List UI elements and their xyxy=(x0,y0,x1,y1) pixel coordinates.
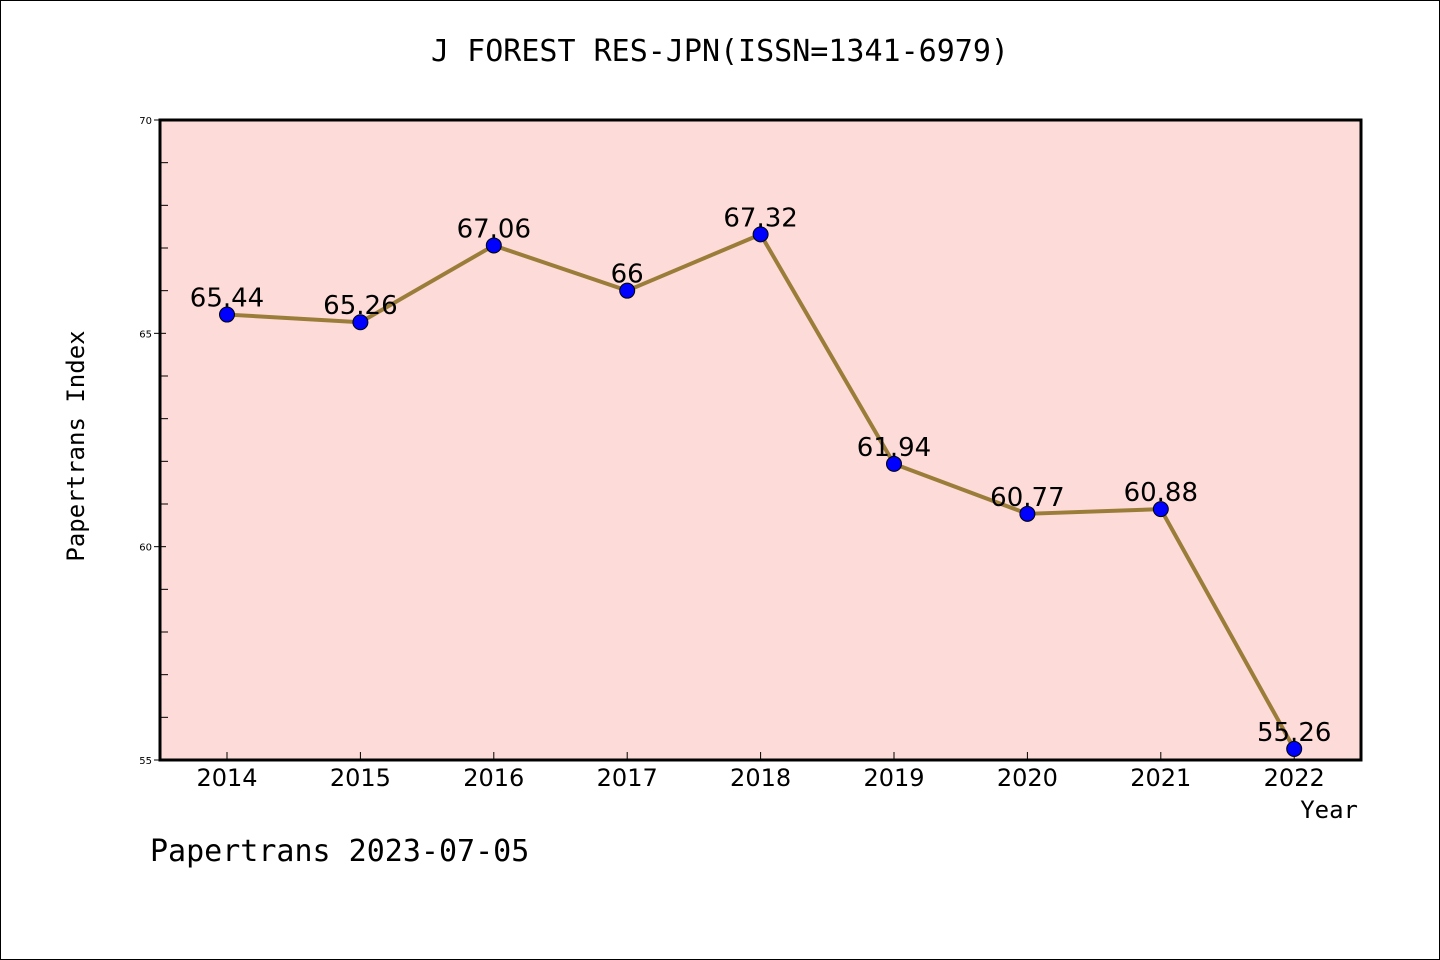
footer-credit: Papertrans 2023-07-05 xyxy=(150,834,530,869)
data-label: 60.77 xyxy=(990,483,1064,513)
data-point xyxy=(1286,740,1303,757)
data-point xyxy=(619,282,636,299)
data-label: 65.26 xyxy=(323,291,397,321)
data-point xyxy=(752,226,769,243)
x-tick-label: 2022 xyxy=(1264,764,1325,792)
x-axis-label: Year xyxy=(1300,796,1358,824)
data-point xyxy=(485,237,502,254)
x-tick-label: 2021 xyxy=(1130,764,1191,792)
x-tick-label: 2016 xyxy=(463,764,524,792)
data-point xyxy=(219,306,235,323)
data-point xyxy=(352,314,369,331)
data-label: 65.44 xyxy=(190,284,264,314)
x-tick-label: 2017 xyxy=(597,764,658,792)
x-tick-label: 2015 xyxy=(330,764,391,792)
x-tick-label: 2020 xyxy=(997,764,1058,792)
data-label: 61.94 xyxy=(857,433,931,463)
plot-border xyxy=(158,118,1363,762)
y-tick-label: 65 xyxy=(139,329,152,340)
x-tick-label: 2014 xyxy=(196,764,257,792)
data-point xyxy=(886,455,902,472)
data-label: 55.26 xyxy=(1257,718,1331,748)
data-point xyxy=(1019,505,1036,522)
data-label: 60.88 xyxy=(1124,478,1198,508)
data-point xyxy=(1152,501,1169,518)
x-tick-label: 2018 xyxy=(730,764,791,792)
data-label: 66 xyxy=(611,260,644,290)
y-tick-label: 55 xyxy=(139,756,152,767)
chart-title: J FOREST RES-JPN(ISSN=1341-6979) xyxy=(431,34,1009,69)
y-tick-label: 60 xyxy=(139,543,152,554)
y-tick-label: 70 xyxy=(139,116,152,127)
x-tick-label: 2019 xyxy=(863,764,924,792)
data-label: 67.06 xyxy=(457,214,531,244)
data-label: 67.32 xyxy=(723,203,797,233)
